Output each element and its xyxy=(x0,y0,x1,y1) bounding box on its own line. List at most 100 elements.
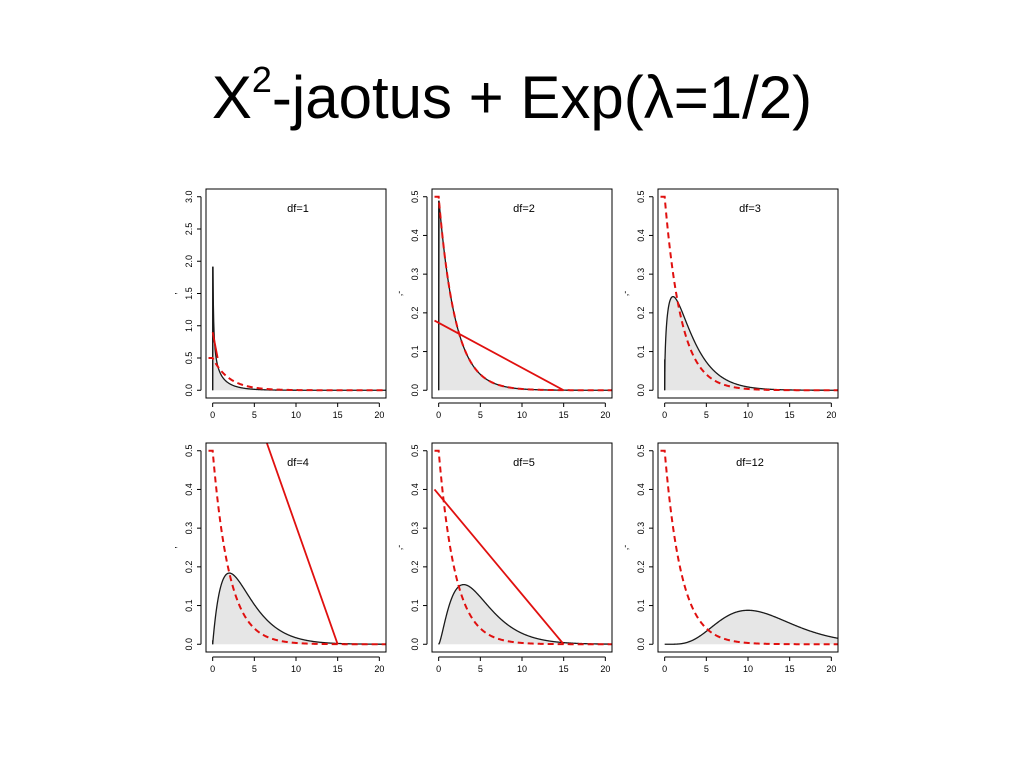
x-tick-label: 5 xyxy=(252,410,257,420)
chart-panel-1: 0 5 10 15 20 0.0 0.5 1.0 1.5 2.0 2.5 3.0, df=1 xyxy=(168,188,387,420)
panel-data xyxy=(433,449,612,646)
x-tick-label: 20 xyxy=(826,664,836,674)
panel-frame xyxy=(205,188,387,399)
y-tick-label: 0.1 xyxy=(636,599,646,612)
chart-panel-5: 0 5 10 15 20 0.0 0.1 0.2 0.3 0.4 0.5 ,- df=5 xyxy=(394,442,613,674)
exp-density-line xyxy=(434,449,612,646)
y-tick-label: 0.4 xyxy=(636,229,646,242)
panel-data xyxy=(208,443,386,646)
x-tick-label: 5 xyxy=(704,410,709,420)
panel-frame xyxy=(205,442,387,653)
x-tick-label: 10 xyxy=(291,664,301,674)
chart-panel-3: 0 5 10 15 20 0.0 0.1 0.2 0.3 0.4 0.5 ,- df=3 xyxy=(620,188,839,420)
y-tick-label: 0.0 xyxy=(410,384,420,397)
exp-density-line xyxy=(660,195,838,392)
exp-density-line xyxy=(434,195,612,392)
y-tick-label: 0.3 xyxy=(636,522,646,535)
x-tick-label: 5 xyxy=(704,664,709,674)
chisq-density-area xyxy=(664,296,838,391)
x-tick-label: 15 xyxy=(559,664,569,674)
y-tick-label: 0.5 xyxy=(636,444,646,457)
chisq-density-line xyxy=(664,609,838,645)
y-tick-label: 0.3 xyxy=(410,268,420,281)
y-tick-label: 0.5 xyxy=(184,352,194,365)
x-tick-label: 15 xyxy=(785,664,795,674)
chisq-density-area xyxy=(212,266,386,391)
y-tick-label: 0.2 xyxy=(636,307,646,320)
title-main: X xyxy=(211,64,252,131)
y-tick-label: 0.2 xyxy=(410,307,420,320)
y-axis-label: ,- xyxy=(620,545,630,551)
y-tick-label: 0.3 xyxy=(184,522,194,535)
y-tick-label: 0.4 xyxy=(410,229,420,242)
y-tick-label: 0.0 xyxy=(410,638,420,651)
y-tick-label: 0.0 xyxy=(184,638,194,651)
y-tick-label: 0.5 xyxy=(410,444,420,457)
x-tick-label: 20 xyxy=(374,664,384,674)
panel-title: df=2 xyxy=(513,203,535,215)
panel-title: df=4 xyxy=(287,457,309,469)
x-tick-label: 5 xyxy=(252,664,257,674)
y-tick-label: 1.5 xyxy=(184,287,194,300)
y-tick-label: 0.0 xyxy=(636,384,646,397)
y-tick-label: 0.4 xyxy=(184,483,194,496)
x-tick-label: 15 xyxy=(559,410,569,420)
x-tick-label: 15 xyxy=(333,664,343,674)
panel-frame xyxy=(657,188,839,399)
title-rest: -jaotus + Exp(λ=1/2) xyxy=(271,64,813,131)
x-tick-label: 0 xyxy=(436,664,441,674)
exp-density-line xyxy=(208,449,386,646)
x-tick-label: 20 xyxy=(600,664,610,674)
x-tick-label: 20 xyxy=(826,410,836,420)
y-tick-label: 0.5 xyxy=(636,190,646,203)
x-tick-label: 0 xyxy=(662,410,667,420)
fitted-line xyxy=(434,319,565,392)
chisq-density-area xyxy=(212,573,386,645)
y-tick-label: 0.1 xyxy=(184,599,194,612)
slide-title: X2-jaotus + Exp(λ=1/2) xyxy=(0,58,1024,138)
panel-frame xyxy=(657,442,839,653)
y-axis-label: ,- xyxy=(620,291,630,297)
y-tick-label: 0.2 xyxy=(636,561,646,574)
y-tick-label: 1.0 xyxy=(184,319,194,332)
y-axis-label: , xyxy=(168,546,178,549)
y-tick-label: 0.5 xyxy=(410,190,420,203)
panel-data xyxy=(660,449,838,646)
x-tick-label: 5 xyxy=(478,410,483,420)
panel-title: df=3 xyxy=(739,203,761,215)
x-tick-label: 0 xyxy=(210,664,215,674)
exp-density-line xyxy=(208,357,386,392)
exp-density-line xyxy=(660,449,838,646)
y-tick-label: 0.0 xyxy=(636,638,646,651)
x-tick-label: 10 xyxy=(517,664,527,674)
x-tick-label: 10 xyxy=(291,410,301,420)
y-tick-label: 2.0 xyxy=(184,255,194,268)
y-tick-label: 0.3 xyxy=(410,522,420,535)
chisq-density-line xyxy=(212,266,386,391)
fitted-line xyxy=(211,332,219,359)
chart-panel-4: 0 5 10 15 20 0.0 0.1 0.2 0.3 0.4 0.5, df=4 xyxy=(168,442,387,674)
y-axis-label: , xyxy=(168,292,178,295)
y-tick-label: 3.0 xyxy=(184,190,194,203)
fitted-line xyxy=(433,488,565,645)
y-tick-label: 0.0 xyxy=(184,384,194,397)
x-tick-label: 10 xyxy=(743,664,753,674)
panel-frame xyxy=(431,188,613,399)
y-tick-label: 0.1 xyxy=(636,345,646,358)
x-tick-label: 15 xyxy=(785,410,795,420)
x-tick-label: 0 xyxy=(662,664,667,674)
panel-title: df=1 xyxy=(287,203,309,215)
x-tick-label: 20 xyxy=(600,410,610,420)
chart-panel-6: 0 5 10 15 20 0.0 0.1 0.2 0.3 0.4 0.5 ,- df=12 xyxy=(620,442,839,674)
y-tick-label: 0.5 xyxy=(184,444,194,457)
panel-title: df=12 xyxy=(736,457,764,469)
title-superscript: 2 xyxy=(251,59,272,100)
chisq-density-area xyxy=(438,200,612,391)
y-tick-label: 0.1 xyxy=(410,345,420,358)
y-tick-label: 0.2 xyxy=(410,561,420,574)
x-tick-label: 0 xyxy=(436,410,441,420)
y-tick-label: 0.3 xyxy=(636,268,646,281)
panel-title: df=5 xyxy=(513,457,535,469)
